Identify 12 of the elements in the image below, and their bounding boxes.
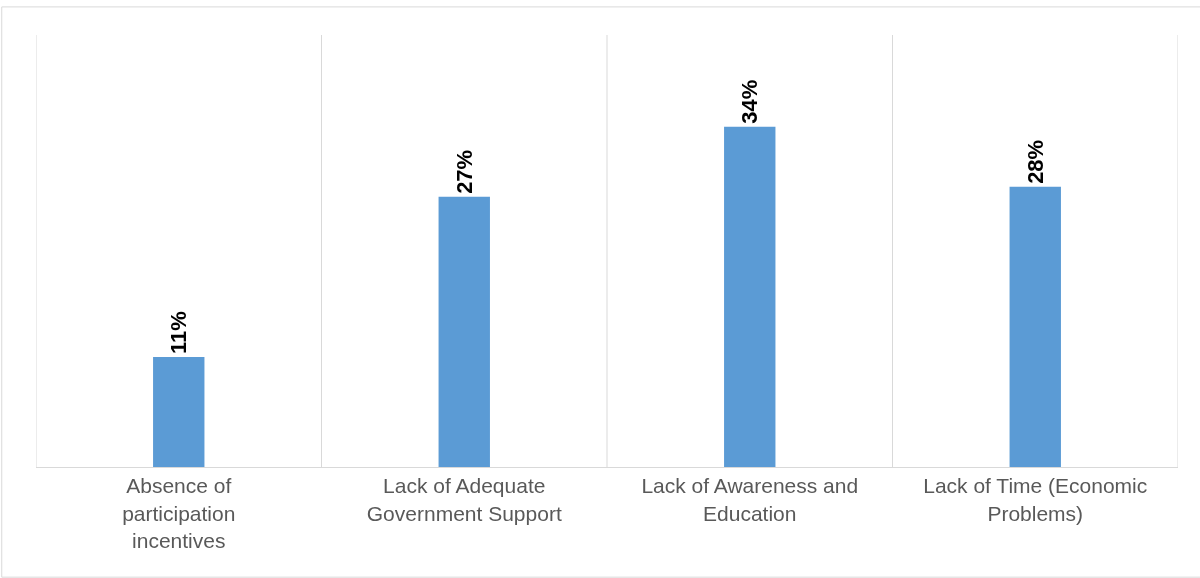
x-tick-label: Lack of Time (Economic Problems) bbox=[923, 474, 1148, 525]
data-label: 28% bbox=[1022, 139, 1048, 184]
data-label: 27% bbox=[451, 149, 477, 194]
x-tick-label: Lack of Adequate Government Support bbox=[366, 474, 562, 525]
bar bbox=[724, 126, 776, 467]
data-label: 11% bbox=[166, 311, 192, 354]
bar bbox=[153, 356, 205, 467]
x-tick-label: Lack of Awareness and Education bbox=[641, 474, 859, 525]
x-tick-label: Absence of participation incentives bbox=[122, 474, 236, 552]
data-label: 34% bbox=[737, 79, 763, 124]
bar bbox=[1009, 186, 1061, 467]
bar bbox=[438, 196, 490, 467]
